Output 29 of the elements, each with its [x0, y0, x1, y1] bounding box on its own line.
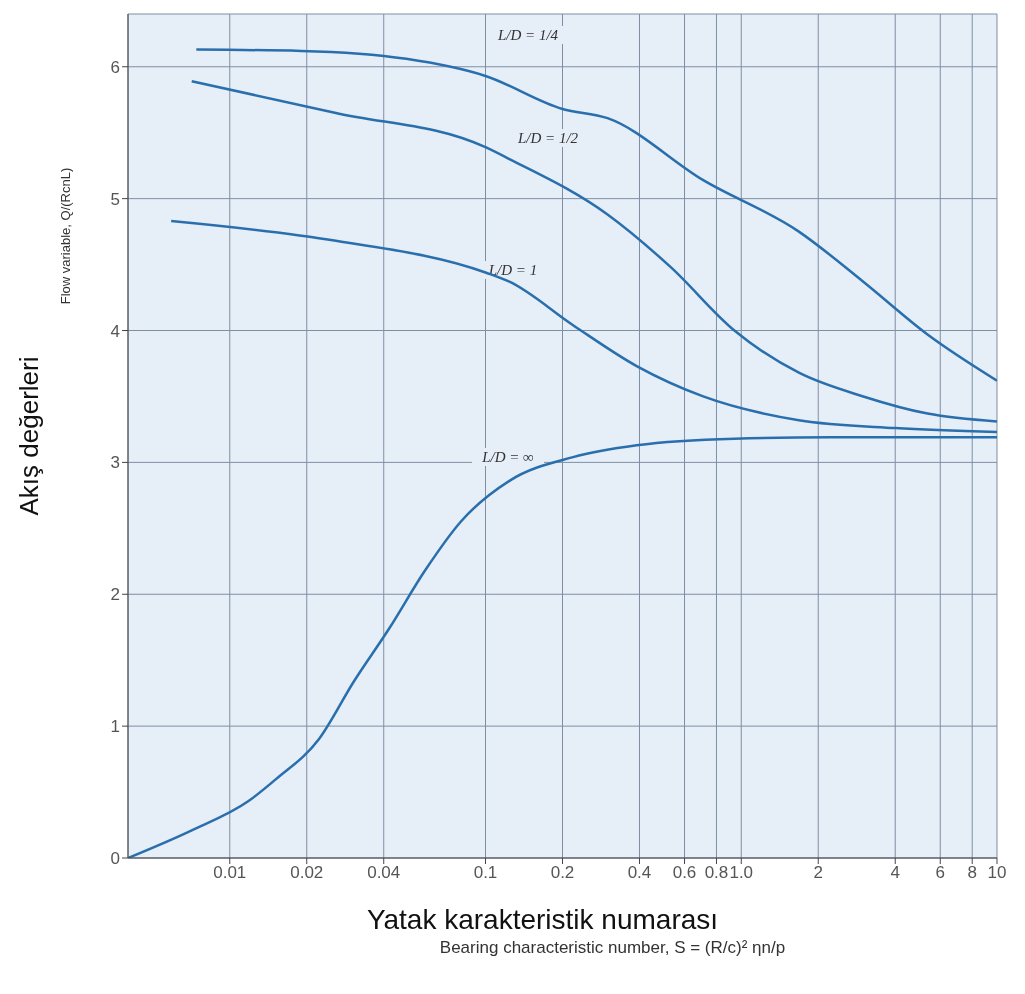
y-tick-label: 3	[110, 453, 120, 473]
x-tick-label: 1.0	[729, 863, 754, 883]
y-tick-label: 0	[110, 849, 120, 869]
annotation: L/D = 1/2	[516, 130, 579, 146]
x-tick-label: 4	[890, 863, 900, 883]
x-tick-label: 10	[987, 863, 1007, 883]
x-tick-label: 0.8	[704, 863, 729, 883]
y-tick-label: 1	[110, 717, 120, 737]
x-tick-label: 0.6	[672, 863, 697, 883]
y-tick-label: 2	[110, 585, 120, 605]
y-tick-label: 6	[110, 57, 120, 77]
annotation: L/D = 1	[487, 262, 538, 278]
annotation: L/D = ∞	[481, 449, 535, 465]
text: Flow variable, Q/(RcnL)	[58, 167, 73, 305]
x-tick-label: 0.02	[290, 863, 324, 883]
x-tick-label: 2	[813, 863, 823, 883]
x-tick-label: 0.2	[550, 863, 575, 883]
x-tick-label: 8	[967, 863, 977, 883]
x-tick-label: 0.4	[627, 863, 652, 883]
annotation: L/D = 1/4	[496, 27, 559, 43]
x-tick-label: 6	[935, 863, 945, 883]
y-tick-label: 4	[110, 321, 120, 341]
x-tick-label: 0.04	[367, 863, 401, 883]
y-axis-title: Akış değerleri	[14, 356, 44, 516]
x-tick-label: 0.1	[473, 863, 498, 883]
text: Bearing characteristic number, S = (R/c)² ηn/p	[439, 938, 786, 957]
y-tick-label: 5	[110, 189, 120, 209]
x-axis-title: Yatak karakteristik numarası	[365, 904, 720, 936]
x-tick-label: 0.01	[213, 863, 247, 883]
